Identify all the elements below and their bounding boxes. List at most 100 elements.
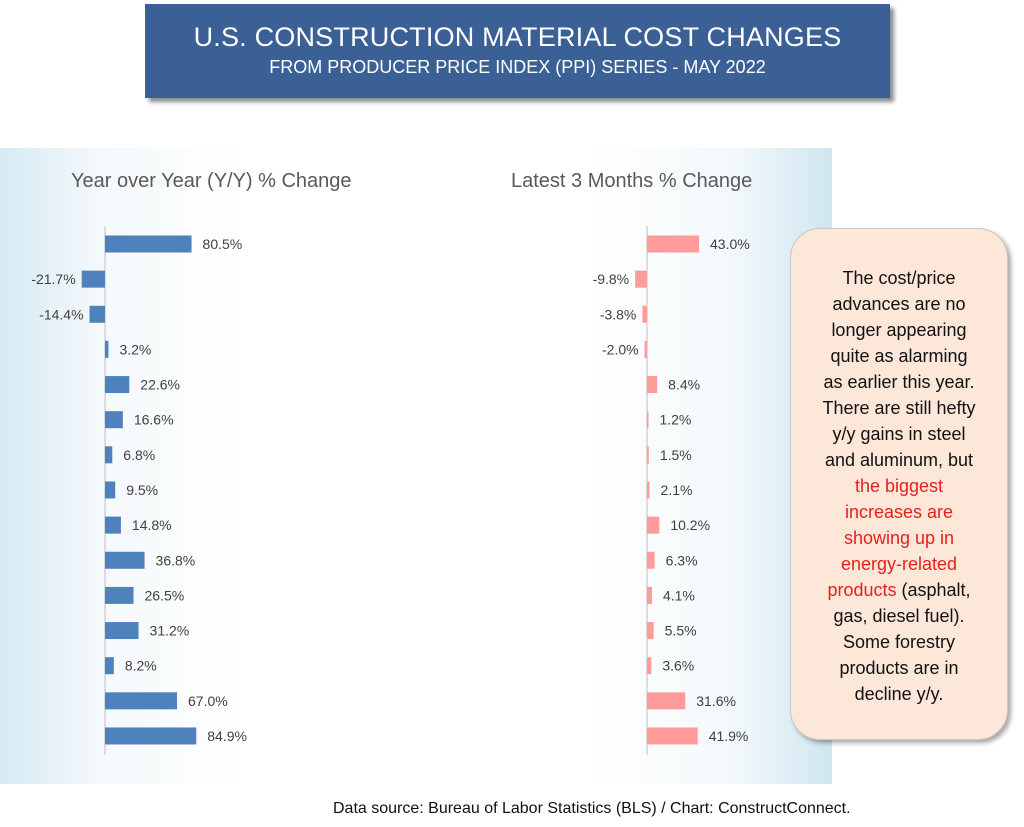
three-month-data-label: -2.0%: [602, 341, 639, 357]
three-month-data-label: -9.8%: [593, 271, 630, 287]
yoy-bar: [89, 305, 105, 323]
callout-highlight: increases are: [844, 502, 954, 522]
yoy-bar: [105, 340, 109, 358]
yoy-bar: [105, 586, 134, 604]
callout-text: decline y/y.: [854, 684, 944, 704]
yoy-data-label: 9.5%: [126, 482, 158, 498]
yoy-data-label: -14.4%: [39, 306, 83, 322]
yoy-bar: [105, 411, 123, 429]
callout-line: quite as alarming: [791, 343, 1007, 369]
yoy-data-label: 8.2%: [125, 658, 157, 674]
three-month-data-label: 1.5%: [660, 447, 692, 463]
yoy-data-label: 84.9%: [207, 728, 247, 744]
main-title: U.S. CONSTRUCTION MATERIAL COST CHANGES: [193, 22, 842, 52]
callout-line: There are still hefty: [791, 395, 1007, 421]
three-month-data-label: 31.6%: [696, 693, 736, 709]
callout-line: and aluminum, but: [791, 447, 1007, 473]
yoy-bar: [105, 481, 116, 499]
header-banner: U.S. CONSTRUCTION MATERIAL COST CHANGES …: [145, 4, 890, 98]
yoy-bar: [105, 692, 178, 710]
callout-highlight: products: [827, 580, 897, 600]
three-month-bar: [647, 235, 700, 253]
yoy-bar: [105, 657, 114, 675]
three-month-bar: [647, 586, 652, 604]
callout-text: longer appearing: [831, 320, 967, 340]
subtitle: FROM PRODUCER PRICE INDEX (PPI) SERIES -…: [269, 57, 766, 77]
three-month-data-label: 41.9%: [709, 728, 749, 744]
yoy-data-label: -21.7%: [31, 271, 75, 287]
yoy-data-label: 67.0%: [188, 693, 228, 709]
callout-line: decline y/y.: [791, 681, 1007, 707]
callout-text: products are in: [839, 658, 959, 678]
callout-text: as earlier this year.: [823, 372, 975, 392]
yoy-data-label: 22.6%: [140, 377, 180, 393]
chart-background-panel: [0, 148, 832, 784]
three-month-bar: [635, 270, 647, 288]
three-month-data-label: -3.8%: [600, 306, 637, 322]
callout-line: y/y gains in steel: [791, 421, 1007, 447]
yoy-data-label: 26.5%: [144, 587, 184, 603]
callout-text: There are still hefty: [822, 398, 976, 418]
yoy-chart-title: Year over Year (Y/Y) % Change: [71, 170, 352, 192]
three-month-data-label: 6.3%: [666, 552, 698, 568]
yoy-bar: [105, 376, 130, 394]
three-month-data-label: 43.0%: [710, 236, 750, 252]
three-month-data-label: 5.5%: [665, 623, 697, 639]
callout-line: as earlier this year.: [791, 369, 1007, 395]
callout-line: Some forestry: [791, 629, 1007, 655]
callout-text: y/y gains in steel: [832, 424, 966, 444]
three-month-data-label: 10.2%: [670, 517, 710, 533]
yoy-data-label: 31.2%: [150, 623, 190, 639]
three-month-data-label: 1.2%: [659, 412, 691, 428]
callout-text: Some forestry: [842, 632, 956, 652]
three-month-bar: [647, 692, 686, 710]
yoy-bar: [105, 516, 121, 534]
callout-line: products (asphalt,: [791, 577, 1007, 603]
three-month-bar: [647, 376, 658, 394]
yoy-bar: [105, 446, 113, 464]
three-month-bar: [647, 551, 655, 569]
yoy-bar: [105, 551, 145, 569]
three-month-bar: [647, 446, 649, 464]
callout-text: gas, diesel fuel).: [833, 606, 965, 626]
callout-line: The cost/price: [791, 265, 1007, 291]
callout-line: gas, diesel fuel).: [791, 603, 1007, 629]
data-source-note: Data source: Bureau of Labor Statistics …: [333, 800, 851, 817]
callout-highlight: the biggest: [854, 476, 944, 496]
yoy-bar: [81, 270, 105, 288]
yoy-data-label: 80.5%: [203, 236, 243, 252]
yoy-data-label: 6.8%: [123, 447, 155, 463]
three-month-bar: [647, 516, 660, 534]
yoy-bar: [105, 727, 197, 745]
callout-highlight: showing up in: [843, 528, 955, 548]
three-month-bar: [642, 305, 647, 323]
yoy-data-label: 3.2%: [119, 341, 151, 357]
three-month-bar: [647, 727, 698, 745]
three-month-bar: [644, 340, 647, 358]
callout-text: advances are no: [832, 294, 966, 314]
yoy-data-label: 36.8%: [156, 552, 196, 568]
callout-line: energy-related: [791, 551, 1007, 577]
callout-line: products are in: [791, 655, 1007, 681]
yoy-data-label: 16.6%: [134, 412, 174, 428]
callout-text: and aluminum, but: [824, 450, 974, 470]
three-month-data-label: 2.1%: [661, 482, 693, 498]
callout-highlight: energy-related: [840, 554, 958, 574]
callout-line: increases are: [791, 499, 1007, 525]
three-month-data-label: 3.6%: [662, 658, 694, 674]
three-month-data-label: 8.4%: [668, 377, 700, 393]
three-month-data-label: 4.1%: [663, 587, 695, 603]
yoy-bar: [105, 235, 192, 253]
three-month-bar: [647, 481, 650, 499]
yoy-data-label: 14.8%: [132, 517, 172, 533]
callout-text: (asphalt,: [896, 580, 971, 600]
three-month-bar: [647, 622, 654, 640]
callout-line: showing up in: [791, 525, 1007, 551]
three-month-bar: [647, 411, 649, 429]
commentary-callout: The cost/price advances are no longer appe…: [790, 228, 1008, 740]
three-month-bar: [647, 657, 652, 675]
callout-text: The cost/price: [842, 268, 956, 288]
three-month-chart-title: Latest 3 Months % Change: [511, 170, 753, 192]
yoy-bar: [105, 622, 139, 640]
